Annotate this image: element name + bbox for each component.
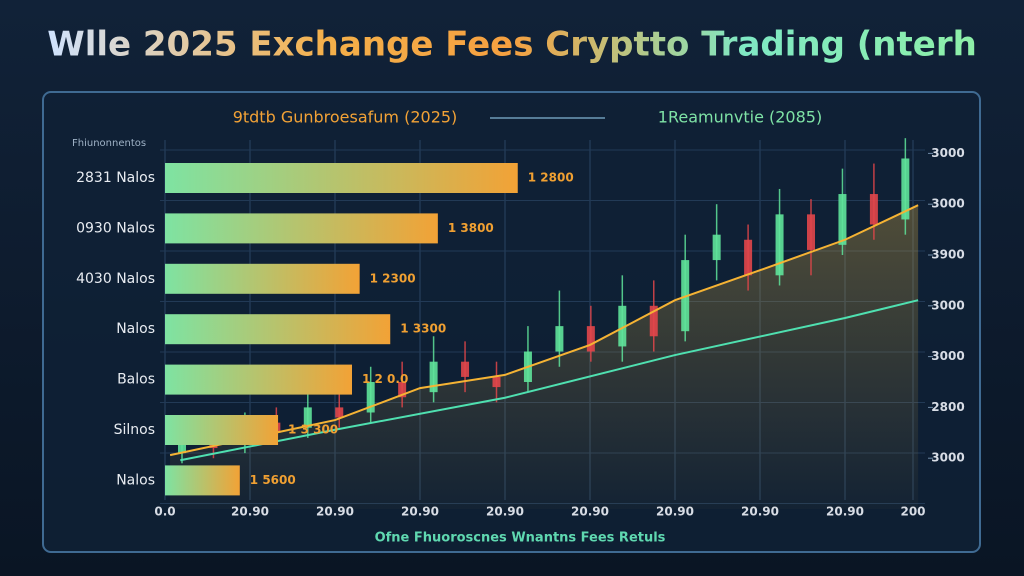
candle-body xyxy=(775,214,784,276)
category-label: Nalos xyxy=(116,472,155,488)
bar-annotation: 1 3300 xyxy=(400,322,446,336)
bar xyxy=(165,213,438,244)
candle-body xyxy=(429,361,438,393)
trend-line xyxy=(169,204,919,457)
y2-tick-label: 2800 xyxy=(931,400,964,414)
y2-tick-label: 3000 xyxy=(931,298,964,312)
candle-body xyxy=(586,326,595,352)
category-label: 4030 Nalos xyxy=(76,271,155,287)
overlay xyxy=(169,138,919,509)
category-label: 0930 Nalos xyxy=(76,220,155,236)
bars: 2831 Nalos 1 2800 0930 Nalos 1 3800 4030 Nal… xyxy=(76,163,574,496)
candle-body xyxy=(744,239,753,276)
bar-annotation: 1 3 300 xyxy=(288,423,338,437)
bar-annotation: 1 2 0.0 xyxy=(362,372,408,386)
axis-note: Fhiunonnentos xyxy=(72,138,146,149)
candle-body xyxy=(555,326,564,352)
trend-line xyxy=(180,299,919,462)
candle-body xyxy=(178,437,186,454)
bar-annotation: 1 5600 xyxy=(250,473,296,487)
candle-body xyxy=(901,158,910,220)
bar xyxy=(165,314,391,345)
bar-annotation: 1 3800 xyxy=(448,221,494,235)
candle-body xyxy=(869,194,878,225)
bar-annotation: 1 2800 xyxy=(528,171,574,185)
category-label: Nalos xyxy=(116,321,155,337)
y2-tick-label: 3000 xyxy=(931,451,964,465)
category-label: Balos xyxy=(117,372,155,388)
y2-tick-label: 3000 xyxy=(931,197,964,211)
caption: Ofne Fhuoroscnes Wnantns Fees Retuls xyxy=(375,531,666,546)
candle-body xyxy=(398,382,407,398)
category-label: Silnos xyxy=(114,422,155,438)
candle-body xyxy=(492,376,501,388)
chart-title: Wlle 2025 Exchange Fees Cryptto Trading … xyxy=(47,25,977,65)
candle-body xyxy=(303,407,312,428)
candle-body xyxy=(838,194,847,245)
bar xyxy=(165,163,518,193)
candle-body xyxy=(807,214,815,250)
candle-body xyxy=(366,382,375,413)
bar xyxy=(165,364,352,395)
bar xyxy=(165,415,279,445)
candle-body xyxy=(461,361,470,377)
y2-tick-label: 3900 xyxy=(931,248,964,262)
bar xyxy=(165,465,240,496)
legend-right: 1Reamunvtie (2085) xyxy=(658,108,822,127)
candle-body xyxy=(712,234,721,261)
y2-tick-label: 3000 xyxy=(931,349,964,363)
y2-tick-label: 3000 xyxy=(931,146,964,160)
legend-left: 9tdtb Gunbroesafum (2025) xyxy=(233,108,458,127)
bar-annotation: 1 2300 xyxy=(370,271,416,285)
candle-body xyxy=(335,407,344,418)
candle-body xyxy=(618,305,627,347)
bar xyxy=(165,263,360,294)
category-label: 2831 Nalos xyxy=(76,170,155,186)
candle-body xyxy=(649,305,658,337)
